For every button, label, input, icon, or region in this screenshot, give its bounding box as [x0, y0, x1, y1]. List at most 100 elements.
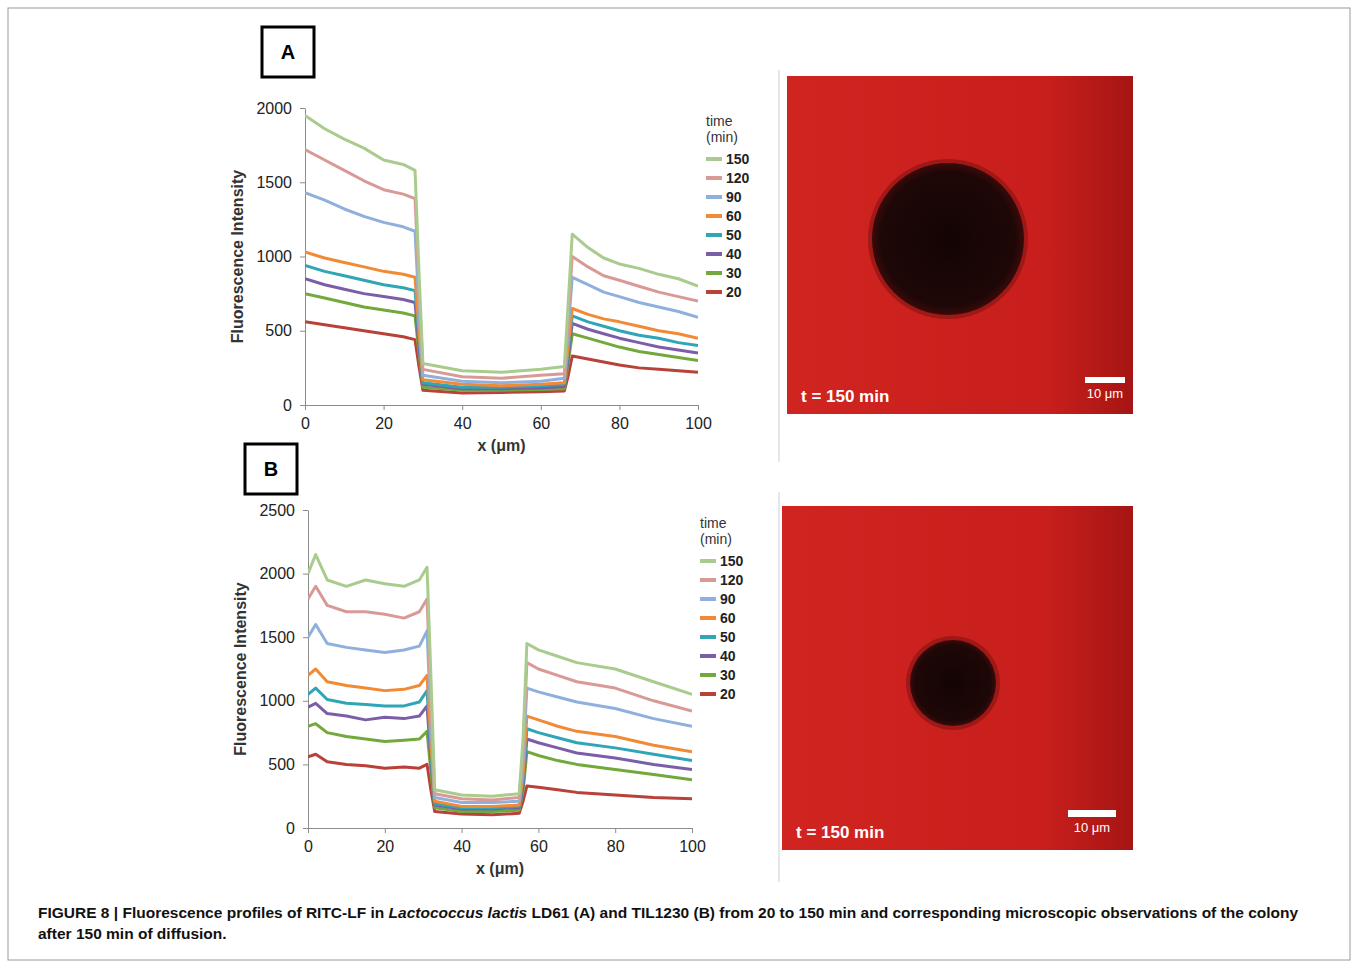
y-tick-label: 1500	[256, 174, 292, 191]
x-tick: 20	[375, 405, 393, 432]
panel-label: B	[264, 458, 278, 480]
x-tick-mark	[538, 828, 539, 833]
legend-label: 50	[726, 227, 742, 243]
figure: A0204060801000500100015002000x (μm)Fluor…	[0, 0, 1358, 968]
y-tick-label: 1000	[259, 692, 295, 709]
y-tick: 2000	[259, 565, 308, 582]
y-axis: 0 500 1000 1500 2000	[256, 100, 305, 414]
colony	[910, 640, 996, 726]
x-tick-mark	[541, 405, 542, 410]
panel-label-box	[245, 444, 297, 494]
x-tick: 40	[454, 405, 472, 432]
legend-label: 120	[720, 572, 744, 588]
panel: A0204060801000500100015002000x (μm)Fluor…	[229, 27, 779, 462]
legend-swatch	[706, 233, 722, 237]
y-tick: 1000	[259, 692, 308, 709]
y-axis-title: Fluorescence Intensity	[232, 582, 249, 755]
legend-label: 20	[726, 284, 742, 300]
x-tick-mark	[615, 828, 616, 833]
y-tick-label: 0	[286, 820, 295, 837]
colony	[872, 163, 1024, 315]
legend-swatch	[700, 673, 716, 677]
legend-swatch	[706, 157, 722, 161]
panel-label-box	[262, 27, 314, 77]
legend-swatch	[706, 214, 722, 218]
x-tick: 60	[530, 828, 548, 855]
panel-separator	[779, 492, 780, 882]
x-tick: 80	[607, 828, 625, 855]
panel-label: A	[281, 41, 295, 63]
y-tick: 0	[283, 397, 305, 414]
legend-label: 60	[720, 610, 736, 626]
x-axis-title: x (μm)	[476, 860, 524, 877]
y-axis-title: Fluorescence Intensity	[229, 170, 246, 343]
series-line	[308, 703, 692, 809]
legend-label: 150	[720, 553, 744, 569]
y-tick-mark	[303, 828, 308, 829]
y-tick-mark	[300, 331, 305, 332]
legend-label: 120	[726, 170, 750, 186]
x-tick-label: 80	[611, 415, 629, 432]
series-line	[308, 586, 692, 800]
y-tick-label: 2500	[259, 502, 295, 519]
x-tick: 80	[611, 405, 629, 432]
x-tick-label: 60	[530, 838, 548, 855]
legend-title: time(min)	[706, 113, 738, 145]
panel: B02040608010005001000150020002500x (μm)F…	[232, 444, 779, 882]
x-tick-label: 20	[376, 838, 394, 855]
legend-label: 40	[720, 648, 736, 664]
legend-label: 90	[720, 591, 736, 607]
y-tick-label: 500	[268, 756, 295, 773]
legend-label: 90	[726, 189, 742, 205]
legend-swatch	[706, 176, 722, 180]
y-axis-line	[308, 511, 309, 829]
micrograph-background	[782, 506, 1133, 850]
x-tick-label: 100	[685, 415, 712, 432]
x-tick-mark	[619, 405, 620, 410]
y-tick-mark	[300, 108, 305, 109]
y-tick-label: 2000	[256, 100, 292, 117]
x-tick-mark	[384, 405, 385, 410]
y-tick-mark	[300, 257, 305, 258]
series-line	[305, 150, 698, 379]
x-axis: 0 20 40 60 80 100	[301, 405, 712, 432]
caption-text: FIGURE 8 | Fluorescence profiles of RITC…	[38, 904, 389, 921]
y-tick-label: 1500	[259, 629, 295, 646]
x-tick-label: 80	[607, 838, 625, 855]
x-tick-mark	[462, 828, 463, 833]
y-tick-label: 500	[265, 322, 292, 339]
colony-halo	[868, 159, 1028, 319]
x-tick-label: 0	[301, 415, 310, 432]
x-tick-label: 20	[375, 415, 393, 432]
x-tick: 0	[301, 405, 310, 432]
colony-halo	[906, 636, 1000, 730]
y-tick: 1500	[259, 629, 308, 646]
x-tick: 60	[532, 405, 550, 432]
legend-swatch	[706, 271, 722, 275]
x-tick-label: 100	[679, 838, 706, 855]
legend-swatch	[700, 635, 716, 639]
x-tick: 20	[376, 828, 394, 855]
caption-italic: Lactococcus lactis	[389, 904, 528, 921]
x-tick: 0	[304, 828, 313, 855]
x-tick: 100	[679, 828, 706, 855]
legend-swatch	[700, 597, 716, 601]
scale-label: 10 μm	[1087, 386, 1123, 401]
x-tick-mark	[462, 405, 463, 410]
y-tick-mark	[303, 637, 308, 638]
x-axis-line	[306, 405, 699, 406]
x-tick-label: 0	[304, 838, 313, 855]
micrograph-background	[787, 76, 1133, 414]
time-label: t = 150 min	[796, 823, 884, 842]
legend-swatch	[706, 195, 722, 199]
x-tick-mark	[308, 828, 309, 833]
legend-label: 30	[720, 667, 736, 683]
y-tick-label: 2000	[259, 565, 295, 582]
x-axis-line	[309, 828, 693, 829]
y-tick-label: 1000	[256, 248, 292, 265]
legend-swatch	[700, 654, 716, 658]
legend-label: 30	[726, 265, 742, 281]
y-tick-mark	[303, 574, 308, 575]
legend-label: 20	[720, 686, 736, 702]
figure-frame	[8, 8, 1350, 960]
